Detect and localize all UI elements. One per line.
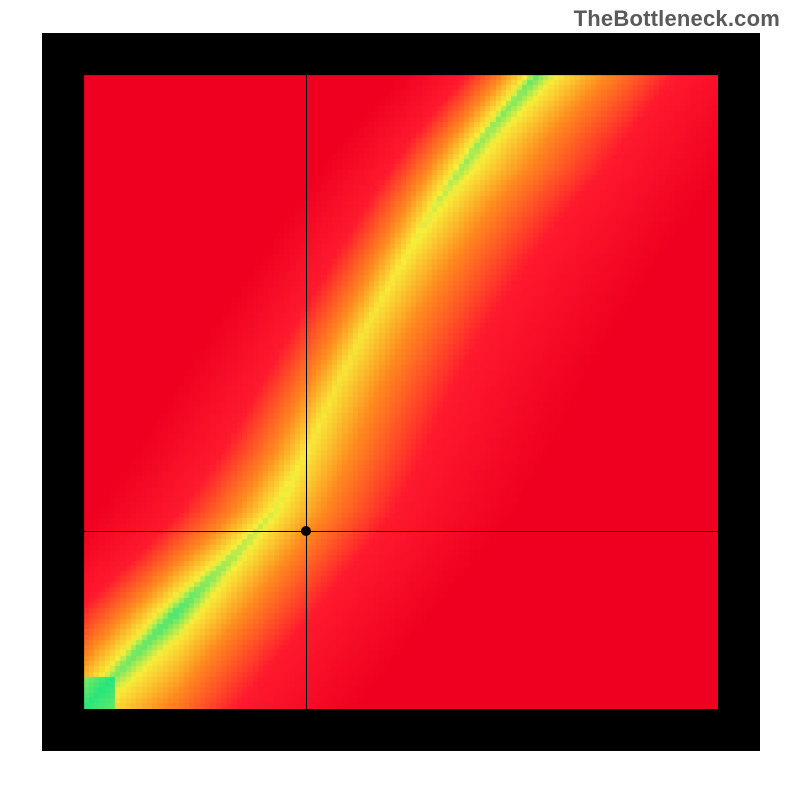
crosshair-horizontal xyxy=(84,531,718,532)
watermark-text: TheBottleneck.com xyxy=(574,6,780,32)
heatmap-canvas xyxy=(42,33,760,751)
marker-dot xyxy=(301,526,311,536)
crosshair-vertical xyxy=(306,75,307,709)
plot-area xyxy=(42,33,760,751)
chart-container: TheBottleneck.com xyxy=(0,0,800,800)
